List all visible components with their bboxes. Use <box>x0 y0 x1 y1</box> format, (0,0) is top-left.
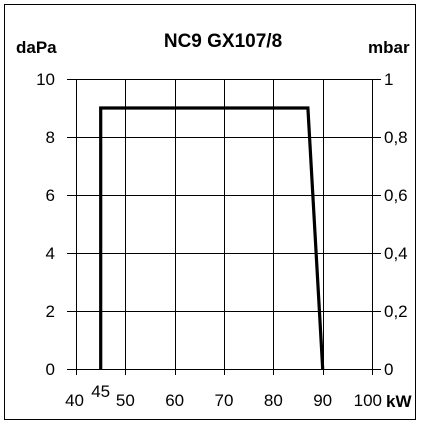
y-tick-label-left: 6 <box>46 186 55 205</box>
y-tick-label-left: 0 <box>46 360 55 379</box>
x-axis-unit: kW <box>386 392 412 411</box>
y-axis-right-unit: mbar <box>368 38 410 57</box>
y-tick-label-left: 8 <box>46 128 55 147</box>
y-tick-label-right: 0,8 <box>384 128 408 147</box>
y-tick-label-left: 2 <box>46 302 55 321</box>
x-tick-label: 40 <box>65 391 84 410</box>
x-tick-label: 80 <box>264 391 283 410</box>
y-tick-label-right: 1 <box>384 70 393 89</box>
y-tick-label-right: 0,6 <box>384 186 408 205</box>
y-tick-label-right: 0 <box>384 360 393 379</box>
y-axis-left-unit: daPa <box>16 38 57 57</box>
outer-frame <box>4 4 416 420</box>
tick-labels: 40 50 60 70 80 90 100 45 0 0 2 0,2 4 0,4 6 0,6 8 0,8 10 1 <box>36 70 408 410</box>
y-tick-label-left: 4 <box>46 244 55 263</box>
x-tick-label-special: 45 <box>91 382 110 401</box>
x-tick-label: 60 <box>165 391 184 410</box>
y-tick-label-right: 0,2 <box>384 302 408 321</box>
x-tick-label: 70 <box>215 391 234 410</box>
series-line <box>99 106 325 370</box>
grid <box>76 79 372 369</box>
x-tick-label: 90 <box>313 391 332 410</box>
axis-ticks <box>67 79 381 375</box>
chart-title: NC9 GX107/8 <box>164 31 282 52</box>
x-tick-label: 50 <box>116 391 135 410</box>
x-tick-label: 100 <box>354 391 382 410</box>
y-tick-label-left: 10 <box>36 70 55 89</box>
y-tick-label-right: 0,4 <box>384 244 408 263</box>
